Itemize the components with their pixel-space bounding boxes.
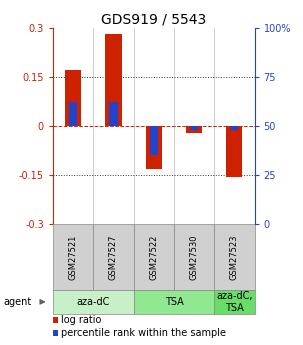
Bar xyxy=(190,126,198,130)
Bar xyxy=(53,224,93,290)
Text: GSM27527: GSM27527 xyxy=(109,234,118,280)
Bar xyxy=(186,126,202,133)
Text: aza-dC,
TSA: aza-dC, TSA xyxy=(216,291,253,313)
Bar xyxy=(214,290,255,314)
Bar xyxy=(150,126,158,155)
Text: GSM27522: GSM27522 xyxy=(149,234,158,280)
Bar xyxy=(214,224,255,290)
Text: GSM27530: GSM27530 xyxy=(190,234,198,280)
Bar xyxy=(65,70,81,126)
Text: aza-dC: aza-dC xyxy=(77,297,110,307)
Bar xyxy=(134,224,174,290)
Bar xyxy=(230,126,238,130)
Bar xyxy=(146,126,162,169)
Text: GSM27521: GSM27521 xyxy=(69,234,78,280)
Title: GDS919 / 5543: GDS919 / 5543 xyxy=(101,12,206,27)
Text: TSA: TSA xyxy=(165,297,183,307)
Text: log ratio: log ratio xyxy=(61,315,101,325)
Text: GSM27523: GSM27523 xyxy=(230,234,239,280)
Bar xyxy=(109,102,118,126)
Bar xyxy=(53,290,134,314)
Text: percentile rank within the sample: percentile rank within the sample xyxy=(61,328,226,338)
Bar xyxy=(134,290,214,314)
Bar xyxy=(69,102,77,126)
Bar xyxy=(105,34,122,126)
Bar xyxy=(93,224,134,290)
Bar xyxy=(174,224,214,290)
Bar xyxy=(226,126,242,177)
Text: agent: agent xyxy=(3,297,31,307)
